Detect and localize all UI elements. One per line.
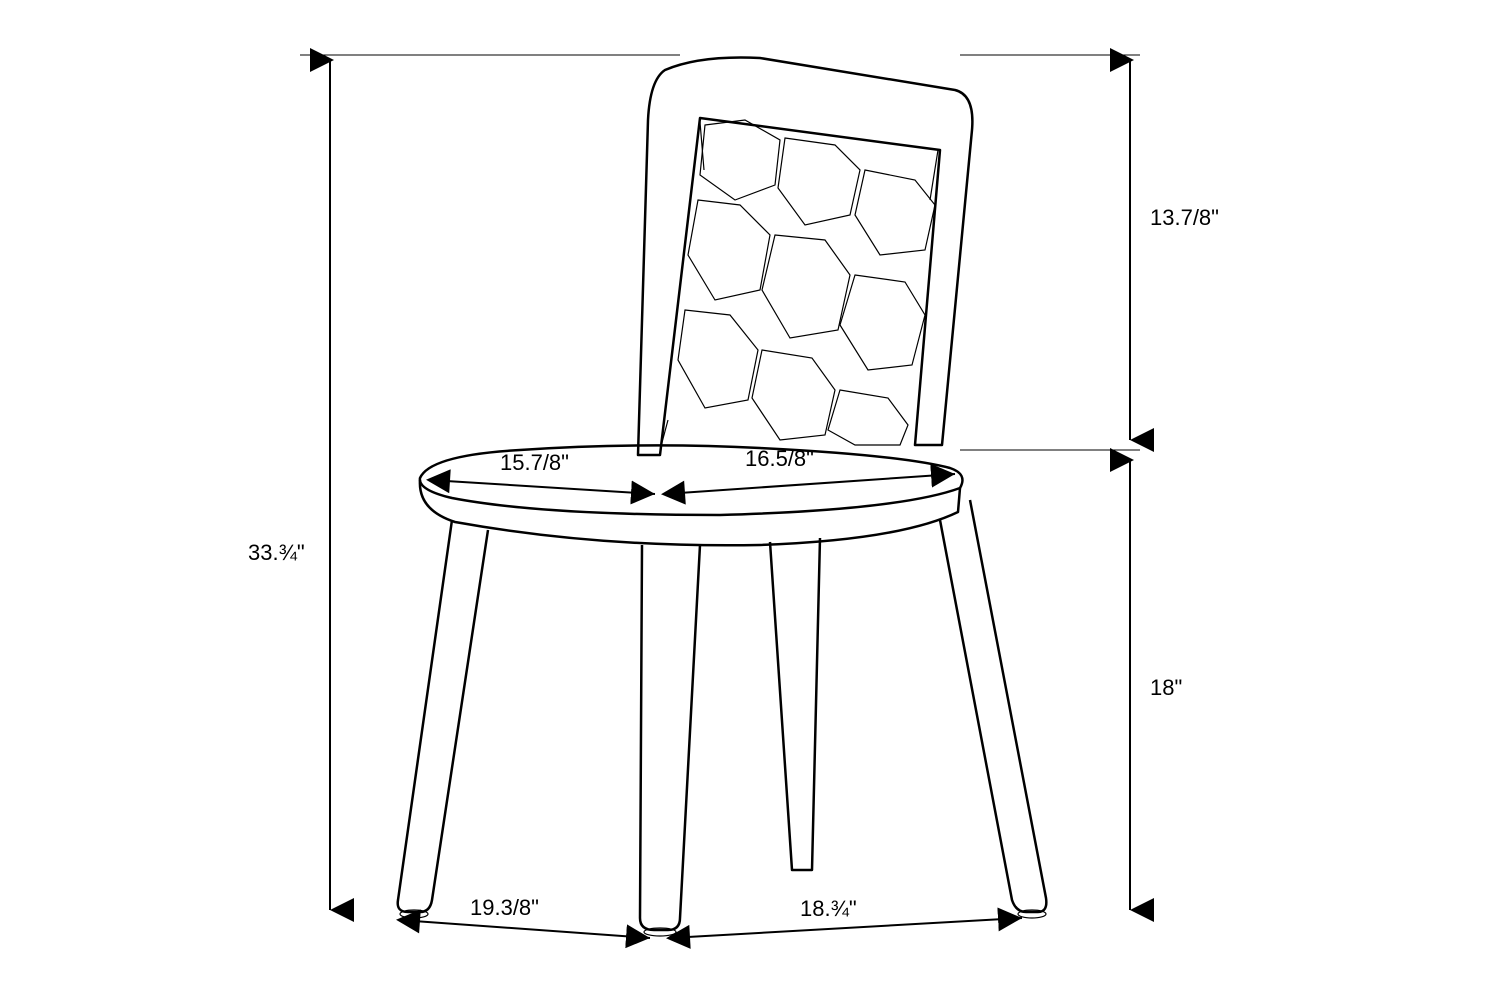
label-seat-depth: 15.7/8" <box>500 450 569 475</box>
label-overall-height: 33.¾" <box>248 540 305 565</box>
label-back-height: 13.7/8" <box>1150 205 1219 230</box>
chair-dimension-diagram: 33.¾" 13.7/8" 18" 15.7/8" 16.5/8" 19.3/8… <box>0 0 1500 1000</box>
dim-seat-height: 18" <box>1130 460 1182 910</box>
dim-footprint-width: 18.¾" <box>670 896 1022 938</box>
dim-footprint-depth: 19.3/8" <box>400 895 650 938</box>
label-seat-height: 18" <box>1150 675 1182 700</box>
extension-lines <box>300 55 1140 450</box>
label-seat-width: 16.5/8" <box>745 446 814 471</box>
dim-overall-height: 33.¾" <box>248 60 330 910</box>
honeycomb-pattern <box>660 120 938 450</box>
chair-outline <box>398 58 1047 937</box>
dim-back-height: 13.7/8" <box>1130 60 1219 440</box>
label-footprint-depth: 19.3/8" <box>470 895 539 920</box>
dim-seat-width: 16.5/8" <box>665 446 955 494</box>
label-footprint-width: 18.¾" <box>800 896 857 921</box>
